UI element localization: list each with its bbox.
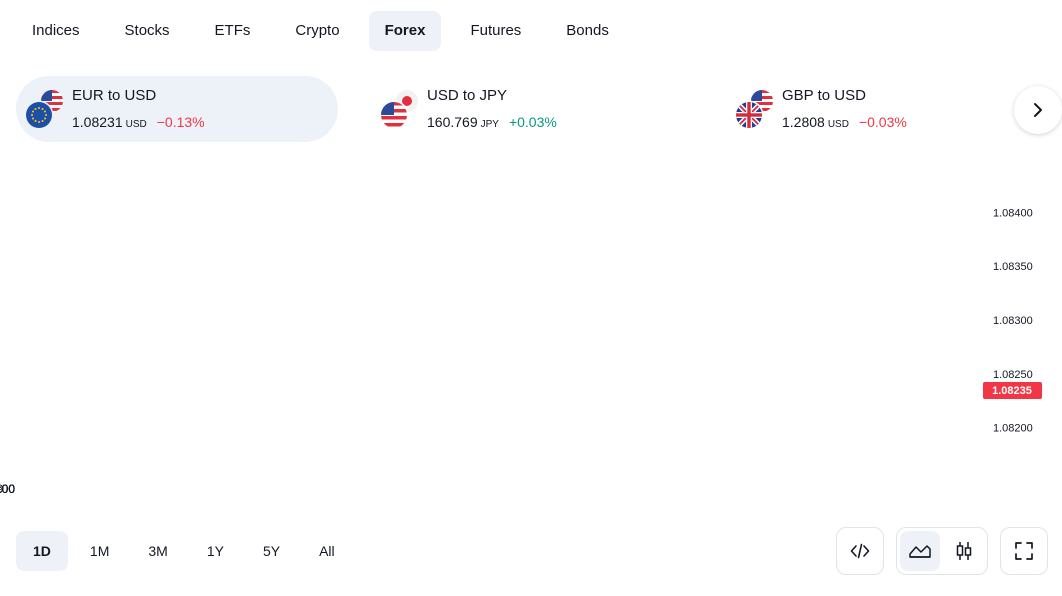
x-tick-label: 06:00	[0, 482, 15, 496]
range-1y[interactable]: 1Y	[206, 543, 224, 559]
x-tick-label: 12:00	[0, 482, 15, 496]
x-tick-label: 21:00	[0, 482, 15, 496]
y-tick-label: 1.08200	[993, 423, 1033, 435]
area-chart-icon	[909, 545, 931, 558]
uk-flag-icon	[736, 102, 762, 128]
pair-change: −0.03%	[858, 114, 907, 130]
range-3m[interactable]: 3M	[148, 543, 168, 559]
last-price-badge	[983, 382, 1042, 399]
tab-futures[interactable]: Futures	[470, 22, 522, 39]
last-price-label: 1.08235	[992, 385, 1032, 397]
pair-quote: 1.08231 USD −0.13%	[72, 114, 205, 130]
fullscreen-button[interactable]	[1000, 527, 1048, 575]
y-tick-label: 1.08350	[993, 261, 1033, 273]
pair-card-eurusd[interactable]: EUR to USD 1.08231 USD −0.13%	[16, 76, 338, 142]
eu-flag-icon	[26, 102, 52, 128]
pair-quote: 160.769 JPY +0.03%	[427, 114, 557, 130]
pair-price: 160.769	[427, 114, 478, 130]
range-5y[interactable]: 5Y	[262, 543, 281, 559]
eur-usd-flags-icon	[26, 90, 63, 130]
x-tick-label: 09:00	[0, 482, 15, 496]
us-flag-icon	[381, 102, 407, 128]
gbp-usd-flags-icon	[736, 90, 773, 130]
pair-price: 1.2808	[782, 114, 825, 130]
y-tick-label: 1.08300	[993, 315, 1033, 327]
next-pairs-button[interactable]	[1014, 86, 1062, 134]
y-tick-label: 1.08250	[993, 369, 1033, 381]
chevron-right-icon	[1034, 103, 1042, 117]
tab-indices[interactable]: Indices	[32, 22, 80, 39]
code-icon	[850, 543, 870, 559]
x-tick-label: 03:00	[0, 482, 15, 496]
y-tick-label: 1.08400	[993, 207, 1033, 219]
pair-card-usdjpy[interactable]: USD to JPY 160.769 JPY +0.03%	[371, 76, 693, 142]
range-1d[interactable]: 1D	[16, 531, 68, 571]
tab-etfs[interactable]: ETFs	[214, 22, 251, 39]
pair-currency: USD	[125, 119, 147, 130]
pair-quote: 1.2808 USD −0.03%	[782, 114, 907, 130]
candlestick-icon	[956, 542, 972, 560]
pair-name: EUR to USD	[72, 87, 157, 104]
pair-card-gbpusd[interactable]: GBP to USD 1.2808 USD −0.03%	[726, 76, 1048, 142]
tab-forex[interactable]: Forex	[368, 11, 442, 51]
chart-type-switch	[896, 527, 988, 575]
x-tick-label: 9	[0, 482, 4, 496]
pair-currency: USD	[827, 119, 849, 130]
area-chart-button[interactable]	[900, 531, 940, 571]
pair-name: GBP to USD	[782, 87, 866, 104]
pair-name: USD to JPY	[427, 87, 508, 104]
tab-stocks[interactable]: Stocks	[124, 22, 170, 39]
price-chart[interactable]: 1.08200 1.08250 1.08300 1.08350 1.08400 07:0…	[0, 160, 1062, 505]
usd-jpy-flags-icon	[381, 90, 418, 130]
pair-change: −0.13%	[156, 114, 205, 130]
x-tick-label: 15:00	[0, 482, 15, 496]
market-tabs: Indices Stocks ETFs Crypto Forex Futures…	[16, 11, 638, 51]
tab-bonds[interactable]: Bonds	[566, 22, 609, 39]
embed-button[interactable]	[836, 527, 884, 575]
x-tick-label: 07:00	[0, 482, 15, 496]
pair-currency: JPY	[480, 119, 499, 130]
pair-price: 1.08231	[72, 114, 123, 130]
x-tick-label: 18:00	[0, 482, 15, 496]
fullscreen-icon	[1015, 542, 1033, 560]
range-1m[interactable]: 1M	[89, 543, 110, 559]
range-selector: 1D 1M 3M 1Y 5Y All	[16, 531, 357, 571]
pair-change: +0.03%	[508, 114, 557, 130]
tab-crypto[interactable]: Crypto	[295, 22, 340, 39]
range-all[interactable]: All	[319, 543, 335, 559]
candlestick-chart-button[interactable]	[944, 531, 984, 571]
